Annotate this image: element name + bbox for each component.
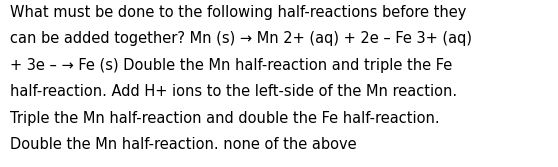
Text: Triple the Mn half-reaction and double the Fe half-reaction.: Triple the Mn half-reaction and double t… [10,111,440,126]
Text: What must be done to the following half-reactions before they: What must be done to the following half-… [10,5,466,20]
Text: half-reaction. Add H+ ions to the left-side of the Mn reaction.: half-reaction. Add H+ ions to the left-s… [10,84,457,99]
Text: Double the Mn half-reaction. none of the above: Double the Mn half-reaction. none of the… [10,137,357,152]
Text: + 3e – → Fe (s) Double the Mn half-reaction and triple the Fe: + 3e – → Fe (s) Double the Mn half-react… [10,58,453,73]
Text: can be added together? Mn (s) → Mn 2+ (aq) + 2e – Fe 3+ (aq): can be added together? Mn (s) → Mn 2+ (a… [10,31,472,46]
